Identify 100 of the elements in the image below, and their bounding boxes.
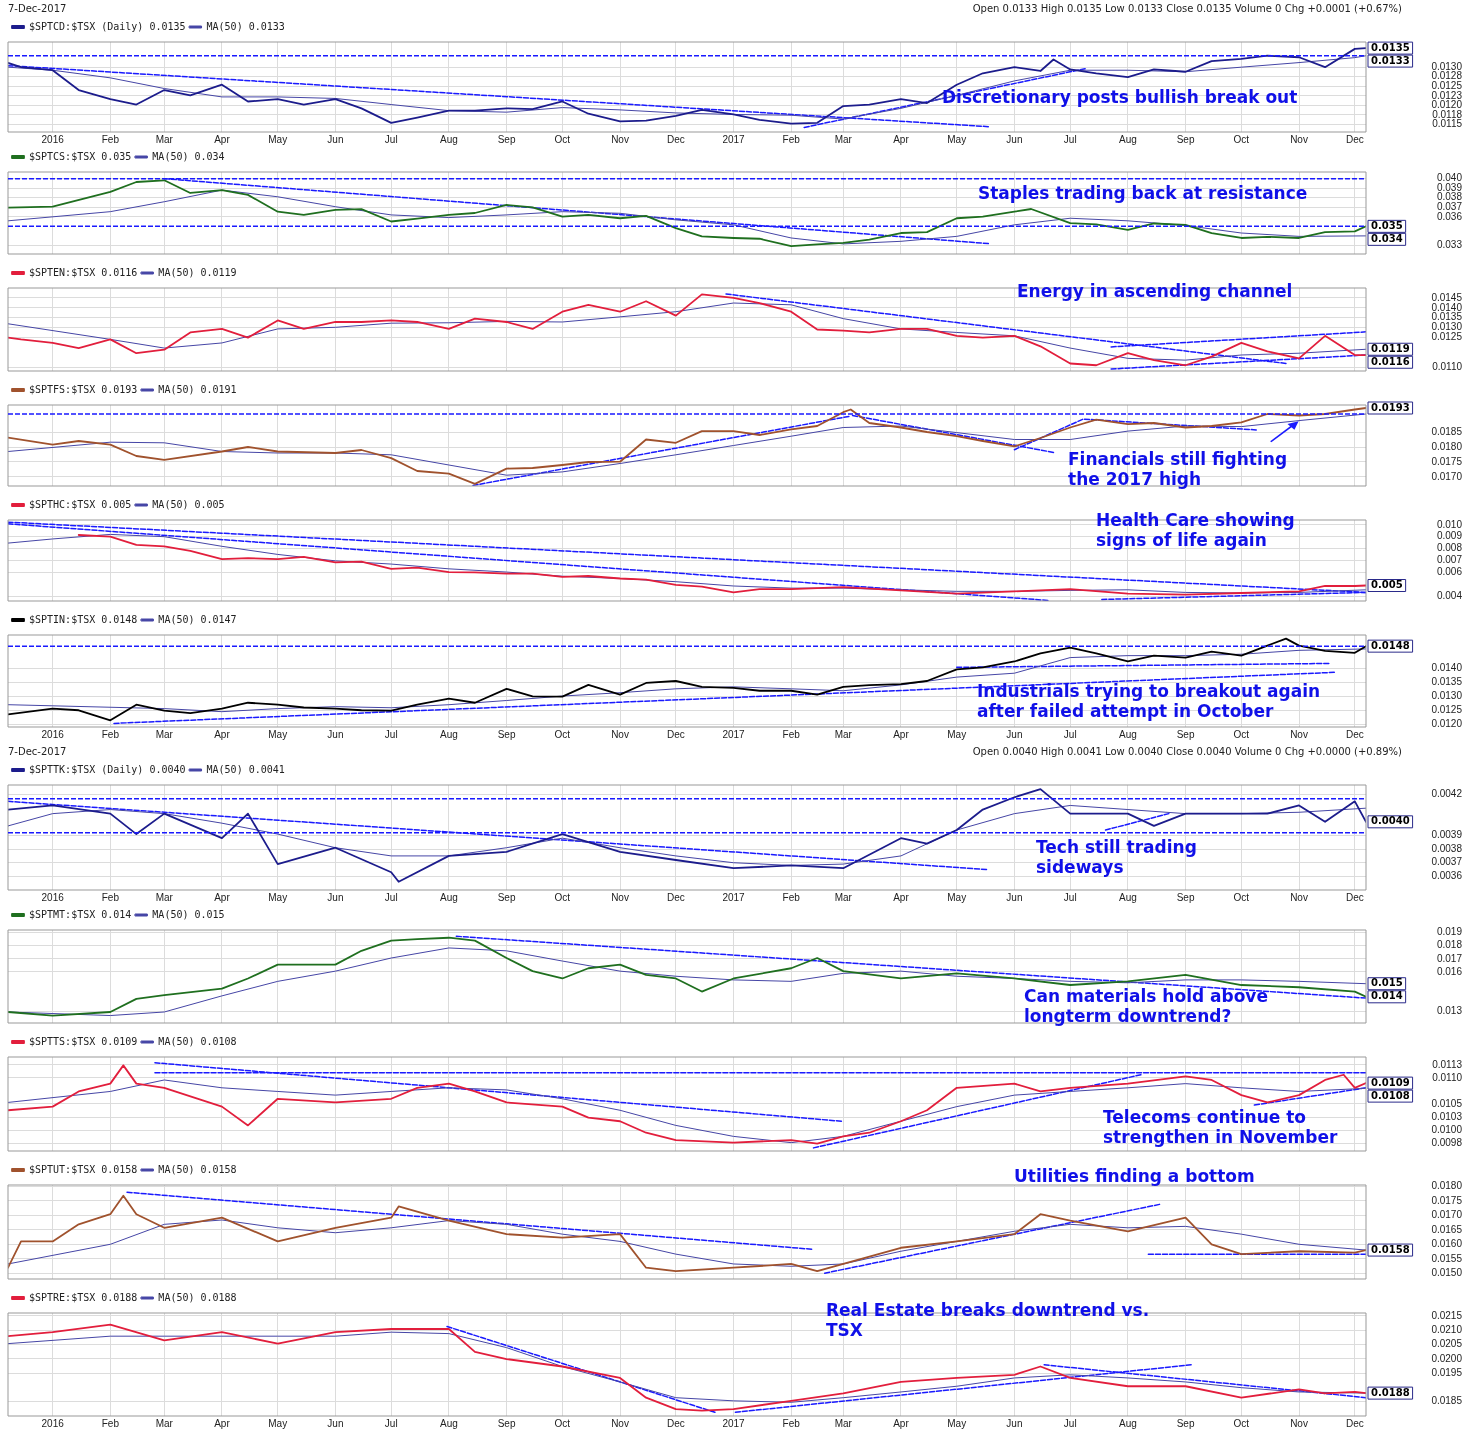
annotation: Real Estate breaks downtrend vs. TSX (826, 1300, 1150, 1341)
x-tick-label: Oct (1233, 133, 1250, 145)
annotation: Utilities finding a bottom (1014, 1166, 1255, 1187)
x-tick-label: May (947, 891, 967, 903)
annotation: 0.0116 (1371, 355, 1410, 367)
x-tick-label: Dec (1345, 891, 1364, 903)
x-tick-label: Jul (384, 891, 398, 903)
annotation: 0.0119 (1371, 342, 1410, 354)
x-tick-label: Oct (554, 891, 571, 903)
x-tick-label: Sep (1176, 728, 1195, 740)
x-tick-label: Sep (497, 133, 516, 145)
x-tick-label: May (268, 1417, 288, 1429)
x-tick-label: Mar (155, 133, 174, 145)
x-tick-label: Dec (1345, 728, 1364, 740)
annotation: Discretionary posts bullish break out (942, 87, 1298, 108)
x-tick-label: Aug (1118, 728, 1137, 740)
y-tick-label: 0.016 (1436, 965, 1462, 977)
y-tick-label: 0.0038 (1431, 842, 1462, 854)
y-tick-label: 0.0037 (1431, 856, 1462, 868)
y-tick-label: 0.0036 (1431, 870, 1462, 882)
y-tick-label: 0.0130 (1431, 321, 1462, 333)
x-tick-label: Aug (439, 133, 458, 145)
y-tick-label: 0.036 (1436, 210, 1462, 222)
y-tick-label: 0.0175 (1431, 1194, 1462, 1206)
x-tick-label: Jun (1006, 728, 1023, 740)
y-tick-label: 0.0120 (1431, 717, 1462, 729)
annotation: 0.014 (1371, 990, 1403, 1002)
x-tick-label: Apr (893, 891, 910, 903)
x-tick-label: May (268, 133, 288, 145)
legend-label: MA(50) 0.0041 (206, 763, 285, 775)
legend-label: $SPTMT:$TSX 0.014 (29, 908, 132, 920)
y-tick-label: 0.006 (1436, 566, 1462, 578)
y-tick-label: 0.0125 (1431, 704, 1462, 716)
x-tick-label: Apr (214, 891, 231, 903)
legend-label: $SPTUT:$TSX 0.0158 (29, 1163, 138, 1175)
y-tick-label: 0.037 (1436, 201, 1462, 213)
y-tick-label: 0.0128 (1431, 70, 1462, 82)
annotation: 0.0193 (1371, 401, 1410, 413)
x-tick-label: Sep (1176, 133, 1195, 145)
x-tick-label: Aug (439, 891, 458, 903)
y-tick-label: 0.0165 (1431, 1223, 1462, 1235)
legend-label: MA(50) 0.0191 (158, 383, 237, 395)
y-tick-label: 0.0123 (1431, 89, 1462, 101)
x-tick-label: 2017 (722, 1417, 746, 1429)
legend-label: $SPTCD:$TSX (Daily) 0.0135 (29, 20, 186, 32)
x-tick-label: Nov (611, 728, 629, 740)
x-tick-label: Jun (1006, 1417, 1023, 1429)
annotation: 0.015 (1371, 977, 1403, 989)
y-tick-label: 0.0130 (1431, 60, 1462, 72)
y-tick-label: 0.0180 (1431, 1180, 1462, 1192)
y-tick-label: 0.0125 (1431, 331, 1462, 343)
x-tick-label: Feb (782, 1417, 801, 1429)
x-tick-label: 2016 (41, 133, 65, 145)
y-tick-label: 0.0180 (1431, 440, 1462, 452)
x-tick-label: Jul (1063, 728, 1077, 740)
legend-label: $SPTFS:$TSX 0.0193 (29, 383, 138, 395)
legend-label: $SPTTS:$TSX 0.0109 (29, 1035, 138, 1047)
annotation: Health Care showing signs of life again (1096, 510, 1295, 551)
x-tick-label: Jun (327, 1417, 344, 1429)
legend-label: MA(50) 0.0147 (158, 613, 237, 625)
x-tick-label: Sep (1176, 1417, 1195, 1429)
y-tick-label: 0.0039 (1431, 829, 1462, 841)
x-tick-label: Mar (834, 728, 853, 740)
legend-label: $SPTIN:$TSX 0.0148 (29, 613, 138, 625)
legend-label: $SPTRE:$TSX 0.0188 (29, 1291, 138, 1303)
annotation: 0.005 (1371, 579, 1403, 591)
x-tick-label: Dec (1345, 133, 1364, 145)
x-tick-label: Oct (554, 133, 571, 145)
x-tick-label: Sep (1176, 891, 1195, 903)
annotation: 0.0040 (1371, 815, 1410, 827)
y-tick-label: 0.0155 (1431, 1252, 1462, 1264)
x-tick-label: Apr (893, 1417, 910, 1429)
legend-label: MA(50) 0.015 (152, 908, 225, 920)
x-tick-label: Mar (834, 891, 853, 903)
x-tick-label: Nov (1290, 1417, 1308, 1429)
x-tick-label: Feb (782, 891, 801, 903)
legend-label: MA(50) 0.0158 (158, 1163, 237, 1175)
x-tick-label: Mar (155, 1417, 174, 1429)
annotation: 0.0158 (1371, 1243, 1410, 1255)
y-tick-label: 0.0195 (1431, 1366, 1462, 1378)
y-tick-label: 0.0185 (1431, 1395, 1462, 1407)
x-tick-label: May (947, 728, 967, 740)
x-tick-label: 2017 (722, 891, 746, 903)
x-tick-label: Feb (101, 891, 120, 903)
annotation: Staples trading back at resistance (978, 183, 1308, 204)
legend-label: $SPTTK:$TSX (Daily) 0.0040 (29, 763, 186, 775)
y-tick-label: 0.0200 (1431, 1352, 1462, 1364)
y-tick-label: 0.0185 (1431, 425, 1462, 437)
legend-label: $SPTHC:$TSX 0.005 (29, 498, 132, 510)
legend-label: MA(50) 0.0188 (158, 1291, 237, 1303)
x-tick-label: May (947, 133, 967, 145)
chart-subtitle: Open 0.0133 High 0.0135 Low 0.0133 Close 0.0135 Volume 0 Chg +0.0001 (+0.67%) (972, 3, 1402, 14)
x-tick-label: 2017 (722, 728, 746, 740)
x-tick-label: Apr (893, 133, 910, 145)
annotation: 0.0133 (1371, 54, 1410, 66)
annotation: 0.035 (1371, 219, 1403, 231)
x-tick-label: Nov (611, 891, 629, 903)
y-tick-label: 0.0140 (1431, 301, 1462, 313)
y-tick-label: 0.0135 (1431, 676, 1462, 688)
y-tick-label: 0.0105 (1431, 1097, 1462, 1109)
